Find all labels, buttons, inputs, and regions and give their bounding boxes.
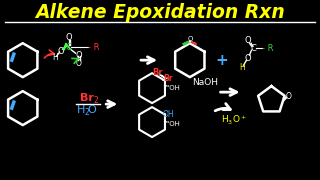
Text: Alkene Epoxidation Rxn: Alkene Epoxidation Rxn: [35, 3, 285, 22]
Text: ""OH: ""OH: [163, 121, 180, 127]
Text: C: C: [66, 43, 71, 52]
Text: O: O: [57, 47, 64, 56]
Text: - R: - R: [262, 44, 273, 53]
Text: O: O: [87, 105, 96, 115]
Text: 2: 2: [84, 108, 89, 117]
Text: - R: - R: [88, 43, 99, 52]
Text: H: H: [53, 53, 59, 62]
Text: NaOH: NaOH: [192, 78, 218, 87]
Text: C: C: [251, 44, 256, 53]
Text: 2: 2: [93, 96, 98, 105]
Text: O: O: [76, 59, 81, 68]
Text: O: O: [244, 54, 251, 63]
Text: O: O: [75, 51, 82, 60]
Text: ""OH: ""OH: [163, 85, 180, 91]
Text: Br: Br: [153, 68, 163, 77]
Polygon shape: [159, 74, 165, 78]
Text: Br: Br: [163, 74, 172, 83]
Text: +: +: [215, 53, 228, 68]
Text: H: H: [76, 105, 85, 115]
Text: O: O: [244, 36, 251, 45]
Text: O: O: [187, 36, 193, 42]
Text: O: O: [285, 92, 291, 101]
Text: OH: OH: [163, 110, 175, 119]
Text: H: H: [240, 63, 245, 72]
Text: O: O: [65, 33, 72, 42]
Text: Br: Br: [80, 93, 94, 103]
Text: H$_3$O$^+$: H$_3$O$^+$: [220, 113, 247, 127]
